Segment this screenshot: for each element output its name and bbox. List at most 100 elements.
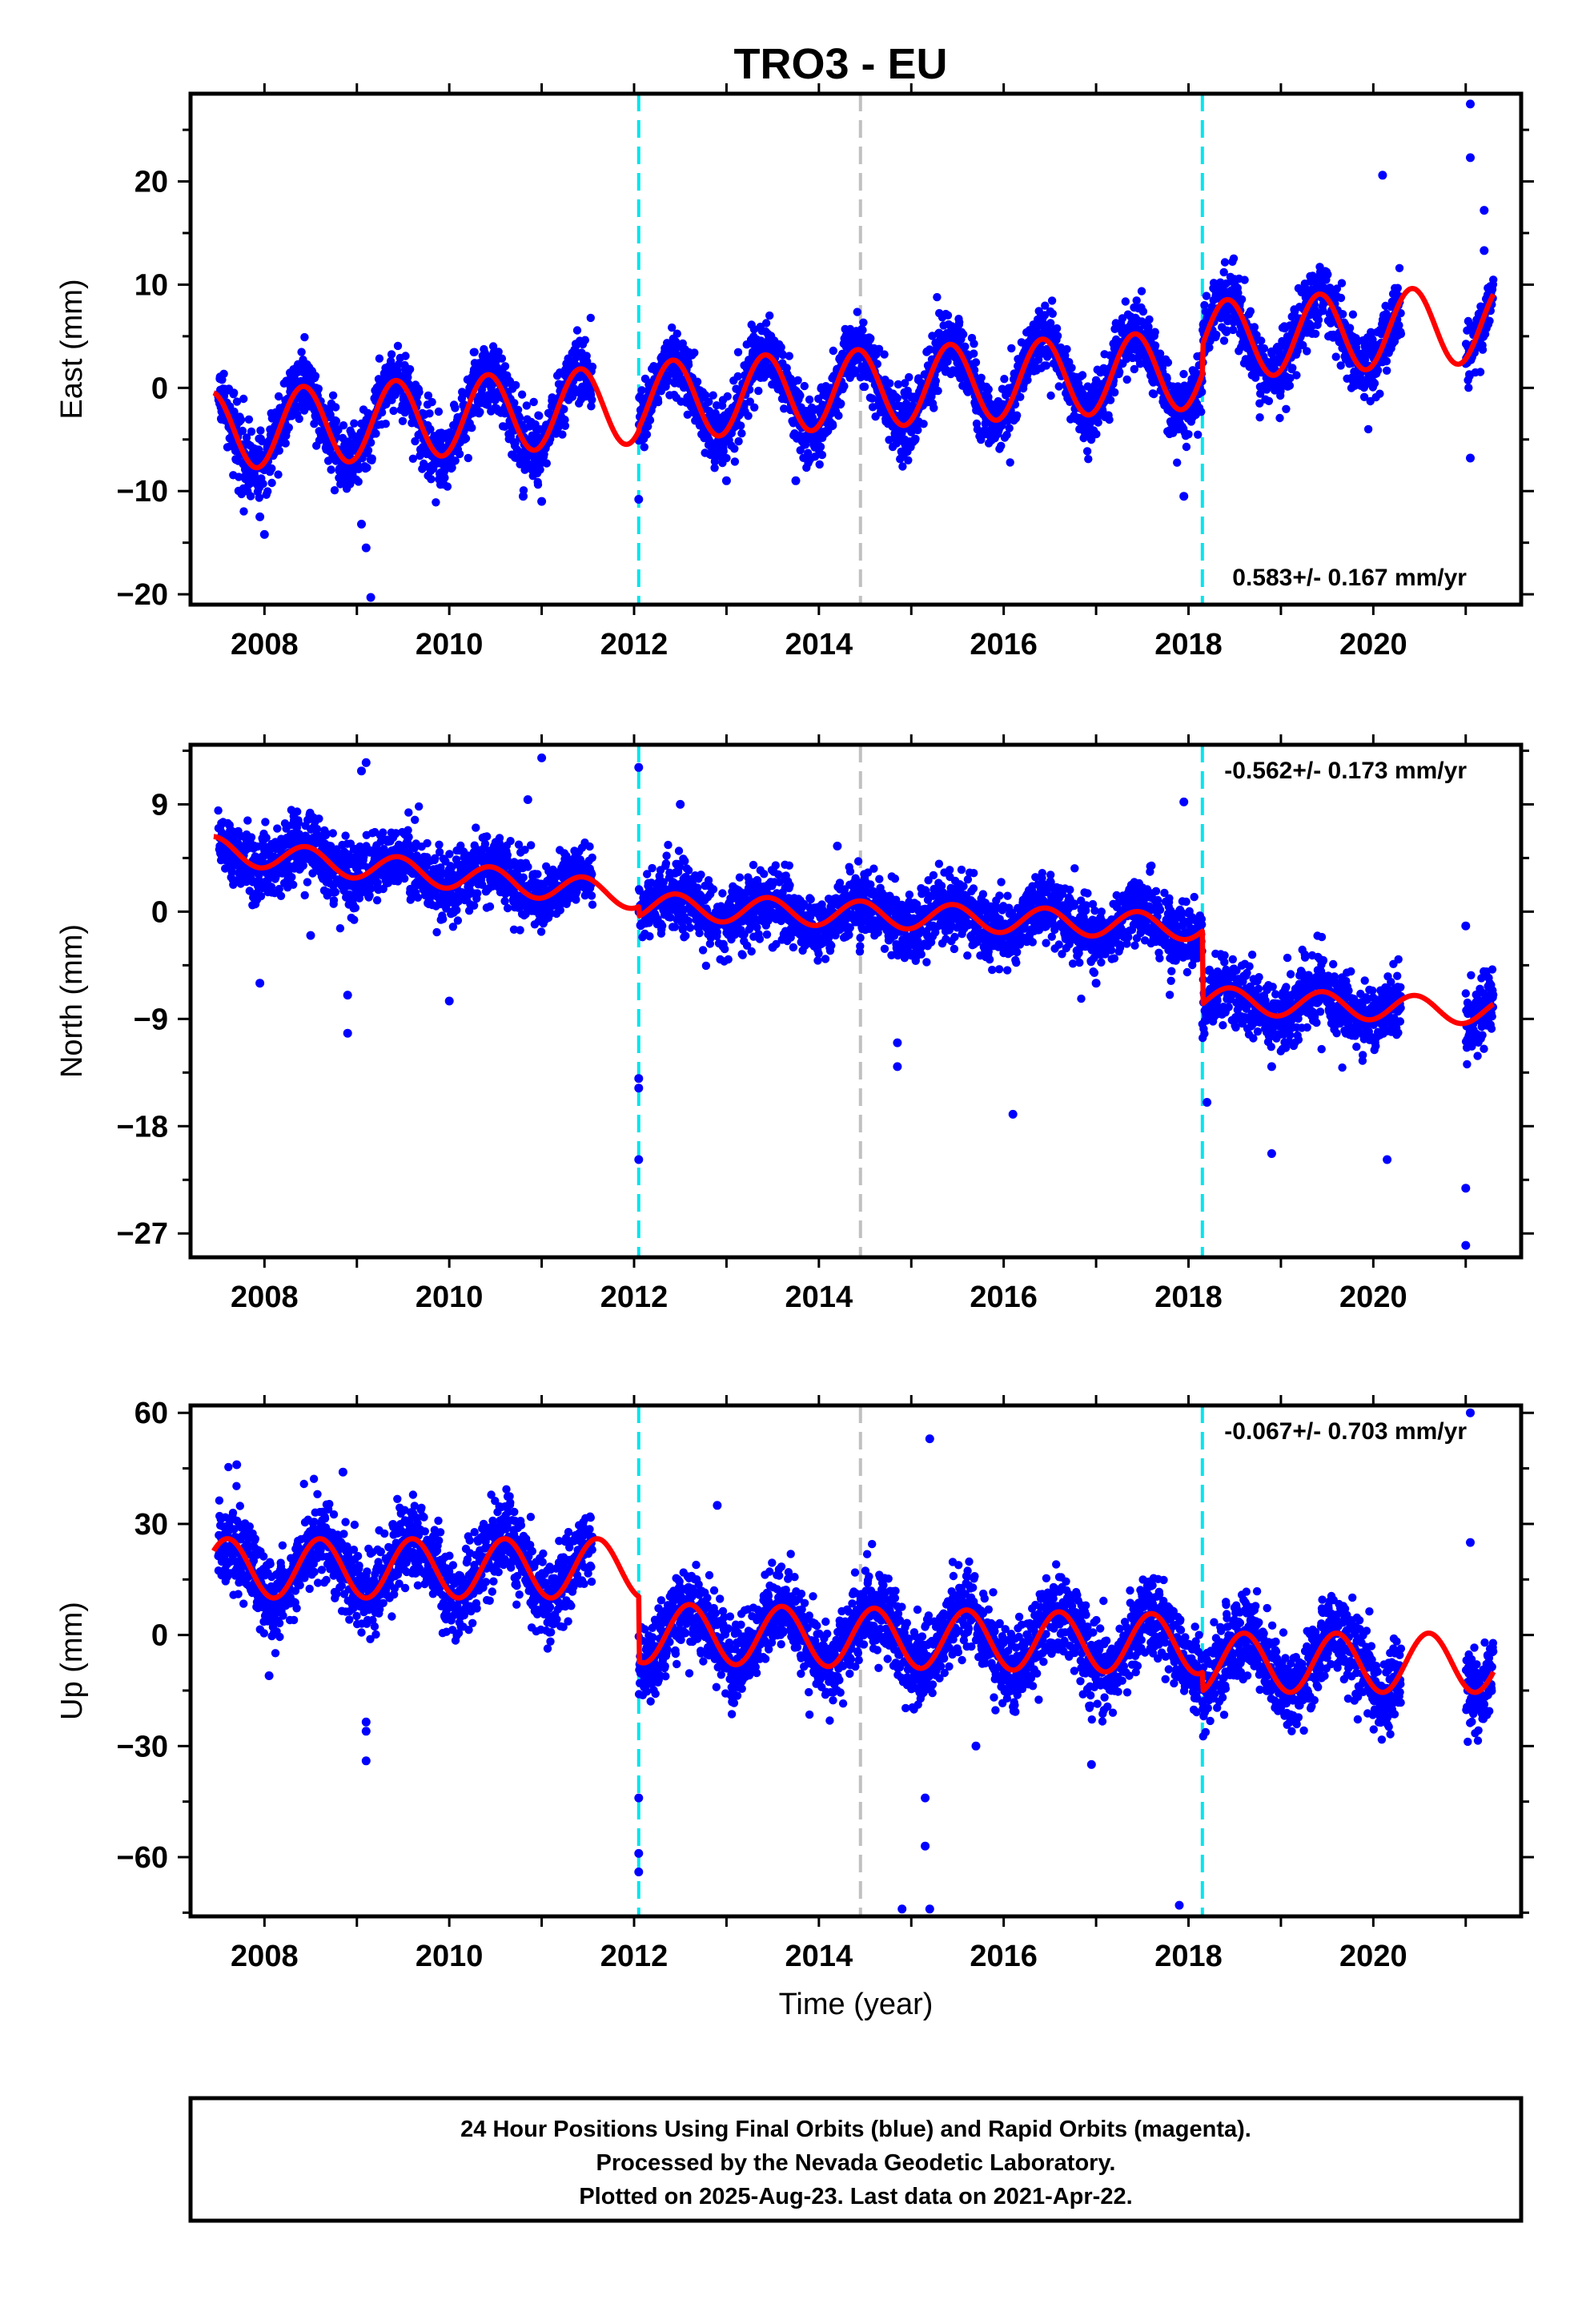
data-point [367,454,376,463]
outlier-point [1480,206,1489,215]
data-point [558,430,567,439]
data-point [1212,330,1221,340]
data-point [737,429,746,438]
data-point [335,924,345,933]
data-point [653,397,663,407]
data-point [300,332,309,342]
data-point [1182,442,1191,452]
outlier-point [361,543,371,553]
data-point [829,346,838,356]
data-point [829,421,837,430]
data-point [310,420,319,428]
data-point [837,399,845,408]
data-point [673,329,681,338]
data-point [401,352,410,360]
data-point [709,391,717,400]
data-point [893,394,902,403]
outlier-point [634,495,644,504]
x-tick-label: 2012 [600,628,669,661]
data-point [381,420,390,428]
data-point [1478,345,1488,354]
data-point [536,465,544,474]
data-point [919,420,928,428]
data-point [300,891,309,900]
data-point [1197,408,1206,416]
data-point [734,436,743,446]
data-point [644,422,652,431]
x-tick-label: 2014 [785,628,853,661]
data-point [943,311,953,320]
data-point [1485,316,1494,325]
data-point [1348,310,1358,319]
data-point [214,806,223,815]
data-point [898,462,907,471]
data-point [955,318,964,327]
data-point [560,421,570,430]
data-point [860,382,869,392]
data-point [1395,263,1404,272]
data-point [500,362,510,371]
data-point [710,464,719,472]
data-point [267,464,276,473]
data-point [586,313,595,323]
x-tick-label: 2020 [1339,628,1407,661]
data-point [497,354,507,363]
data-point [1246,307,1255,316]
data-point [1202,292,1211,300]
data-point [1062,344,1071,354]
data-point [542,459,551,468]
data-point [911,434,920,444]
data-point [1288,364,1297,372]
data-point [363,446,373,455]
data-point [275,446,283,455]
data-point [350,419,359,428]
data-point [246,492,255,501]
data-point [817,450,827,460]
data-point [805,395,814,404]
data-point [959,330,968,339]
data-point [434,407,444,416]
data-point [411,436,420,446]
data-point [494,348,503,356]
data-point [1323,270,1332,279]
data-point [745,397,754,406]
data-point [328,391,338,400]
data-point [244,415,254,424]
data-point [1282,404,1291,413]
data-point [684,360,693,369]
data-point [327,465,335,474]
data-point [377,408,387,417]
data-point [230,388,239,397]
data-point [1122,375,1131,384]
data-point [238,426,247,436]
data-point [1082,447,1092,456]
outlier-point [1179,492,1189,501]
data-point [255,493,263,502]
data-point [289,880,298,890]
data-point [1046,391,1055,400]
data-point [276,891,286,901]
data-point [259,479,267,489]
data-point [295,414,303,424]
data-point [1023,376,1032,384]
data-point [1092,429,1101,439]
data-point [408,454,418,463]
data-point [500,422,509,431]
data-point [904,456,913,464]
data-point [800,381,809,391]
outlier-point [255,512,265,521]
outlier-point [721,476,731,485]
data-point [1237,295,1247,304]
data-point [744,412,753,420]
data-point [560,404,568,414]
data-point [387,350,396,359]
data-point [281,439,290,448]
data-point [274,392,283,401]
data-point [1220,258,1230,267]
data-point [510,399,519,408]
data-point [733,348,743,356]
data-point [1476,368,1485,376]
data-point [1006,458,1014,467]
data-point [1150,341,1160,350]
data-point [642,430,652,439]
